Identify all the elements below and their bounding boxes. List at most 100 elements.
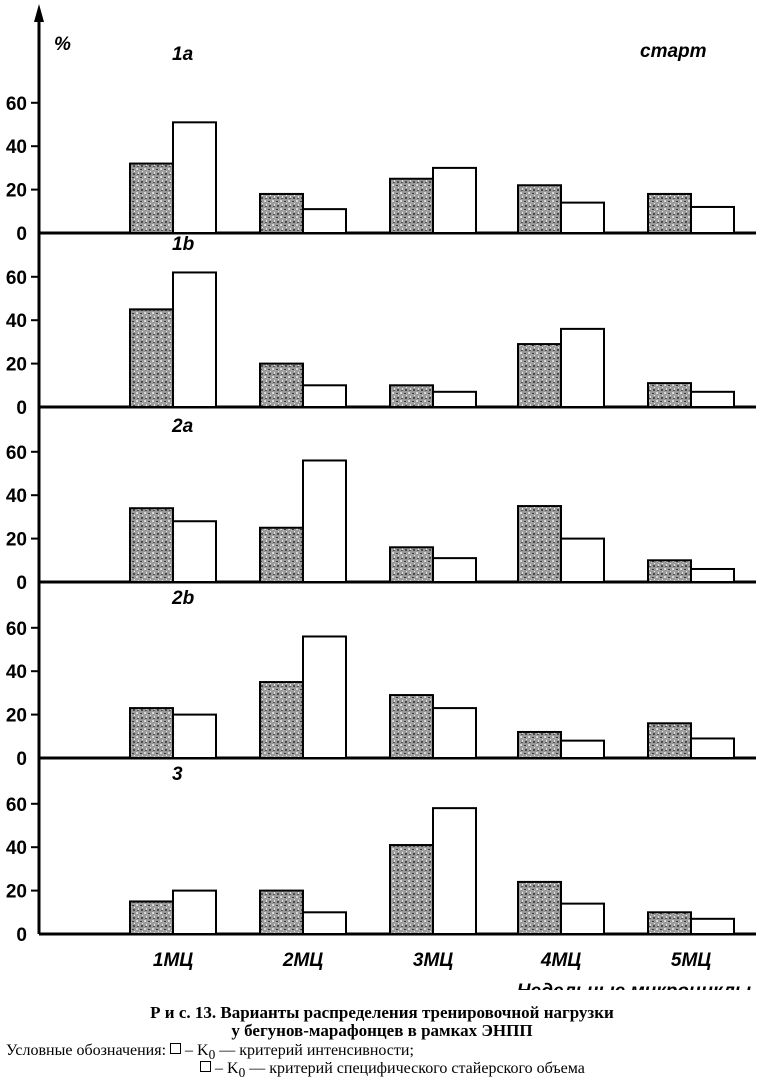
bar-volume [690, 917, 735, 935]
bar-intensity [517, 505, 562, 583]
bar-volume [560, 327, 605, 409]
caption-line-2: у бегунов-марафонцев в рамках ЭНПП [231, 1021, 533, 1040]
y-tick-label: 40 [6, 311, 27, 332]
y-tick-label: 60 [6, 619, 27, 640]
panel-1b: 1b 0 20 40 60 [6, 234, 756, 419]
bar-volume [172, 889, 217, 935]
bar-volume [690, 205, 735, 235]
legend-line-2: – K0 — критерий специфического стайерско… [200, 1060, 585, 1082]
y-tick-label: 20 [6, 530, 27, 551]
bar-intensity [517, 880, 562, 935]
bar-volume [302, 208, 347, 235]
panel-label: 3 [172, 764, 183, 785]
bar-intensity [647, 382, 692, 409]
bar-volume [560, 902, 605, 935]
legend-line-1: Условные обозначения: – K0 — критерий ин… [6, 1042, 414, 1064]
bar-intensity [517, 730, 562, 760]
y-tick-label: 40 [6, 662, 27, 683]
y-tick-label: 40 [6, 137, 27, 158]
legend-prefix: Условные обозначения: [6, 1042, 167, 1059]
bar-intensity [129, 507, 174, 583]
legend-item-2-sub: 0 [238, 1065, 246, 1081]
bar-intensity [129, 707, 174, 760]
start-label: старт [640, 41, 707, 62]
bar-volume [560, 739, 605, 760]
panel-label: 1b [172, 234, 195, 255]
panel-label: 2b [171, 588, 195, 609]
legend-item-2: – K [215, 1060, 239, 1077]
bar-intensity [389, 546, 434, 584]
y-tick-label: 40 [6, 486, 27, 507]
x-tick-label: 5МЦ [671, 950, 711, 971]
panel-3: 3 0 20 40 60 [6, 764, 756, 946]
bar-volume [172, 520, 217, 583]
bar-volume [302, 459, 347, 584]
bar-intensity [647, 559, 692, 583]
bar-intensity [647, 192, 692, 235]
y-axis-arrow [34, 4, 44, 22]
bar-intensity [389, 694, 434, 760]
x-tick-label: 3МЦ [413, 950, 453, 971]
bar-intensity [259, 192, 304, 235]
panel-1а: 1а 0 20 40 60 [6, 44, 756, 245]
bar-intensity [259, 526, 304, 583]
panel-label: 2а [171, 416, 194, 437]
y-axis-label: % [54, 34, 71, 55]
bar-intensity [129, 900, 174, 936]
bar-volume [172, 121, 217, 234]
legend-item-1-desc: — критерий интенсивности; [215, 1042, 414, 1059]
bar-intensity [647, 911, 692, 935]
bar-volume [432, 166, 477, 234]
panel-2а: 2а 0 20 40 60 [6, 416, 756, 594]
y-tick-label: 60 [6, 443, 27, 464]
bar-volume [302, 635, 347, 759]
bar-intensity [389, 844, 434, 936]
bar-volume [432, 557, 477, 584]
y-tick-label: 60 [6, 94, 27, 115]
y-tick-label: 60 [6, 795, 27, 816]
bar-volume [302, 384, 347, 408]
bar-intensity [389, 177, 434, 234]
bar-volume [432, 390, 477, 408]
bar-intensity [389, 384, 434, 408]
bar-volume [560, 537, 605, 583]
bar-volume [690, 390, 735, 408]
bar-intensity [647, 722, 692, 760]
bar-volume [172, 713, 217, 759]
bar-intensity [129, 308, 174, 409]
figure-caption: Р и с. 13. Варианты распределения тренир… [0, 1004, 764, 1040]
bar-intensity [129, 162, 174, 234]
bar-volume [690, 737, 735, 759]
caption-line-1: Р и с. 13. Варианты распределения тренир… [150, 1003, 614, 1022]
bar-intensity [517, 184, 562, 234]
legend-square-icon [200, 1061, 211, 1072]
panel-2b: 2b 0 20 40 60 [6, 588, 756, 770]
y-tick-label: 20 [6, 181, 27, 202]
y-tick-label: 20 [6, 355, 27, 376]
panel-label: 1а [172, 44, 194, 65]
bar-volume [560, 201, 605, 234]
x-axis-label: Недельные микроциклы [517, 981, 751, 990]
legend-square-icon [170, 1043, 182, 1054]
x-tick-label: 4МЦ [540, 950, 581, 971]
bar-intensity [259, 362, 304, 409]
x-tick-label: 2МЦ [282, 950, 323, 971]
bar-intensity [259, 681, 304, 759]
bar-volume [172, 271, 217, 408]
y-tick-label: 60 [6, 268, 27, 289]
bar-intensity [517, 343, 562, 409]
legend-item-2-desc: — критерий специфического стайерского об… [245, 1060, 585, 1077]
y-tick-label: 20 [6, 706, 27, 727]
bar-volume [690, 567, 735, 583]
legend-item-1: – K [185, 1042, 209, 1059]
y-tick-label: 0 [16, 573, 27, 594]
y-tick-label: 0 [16, 925, 27, 946]
y-tick-label: 0 [16, 224, 27, 245]
legend-item-1-sub: 0 [208, 1047, 216, 1063]
y-tick-label: 0 [16, 398, 27, 419]
bar-chart: % старт 1а 0 20 40 60 1b 0 20 40 60 2а 0 20 40 60 2b 0 20… [6, 4, 756, 990]
bar-intensity [259, 889, 304, 935]
bar-volume [432, 707, 477, 760]
y-tick-label: 0 [16, 749, 27, 770]
y-tick-label: 20 [6, 882, 27, 903]
